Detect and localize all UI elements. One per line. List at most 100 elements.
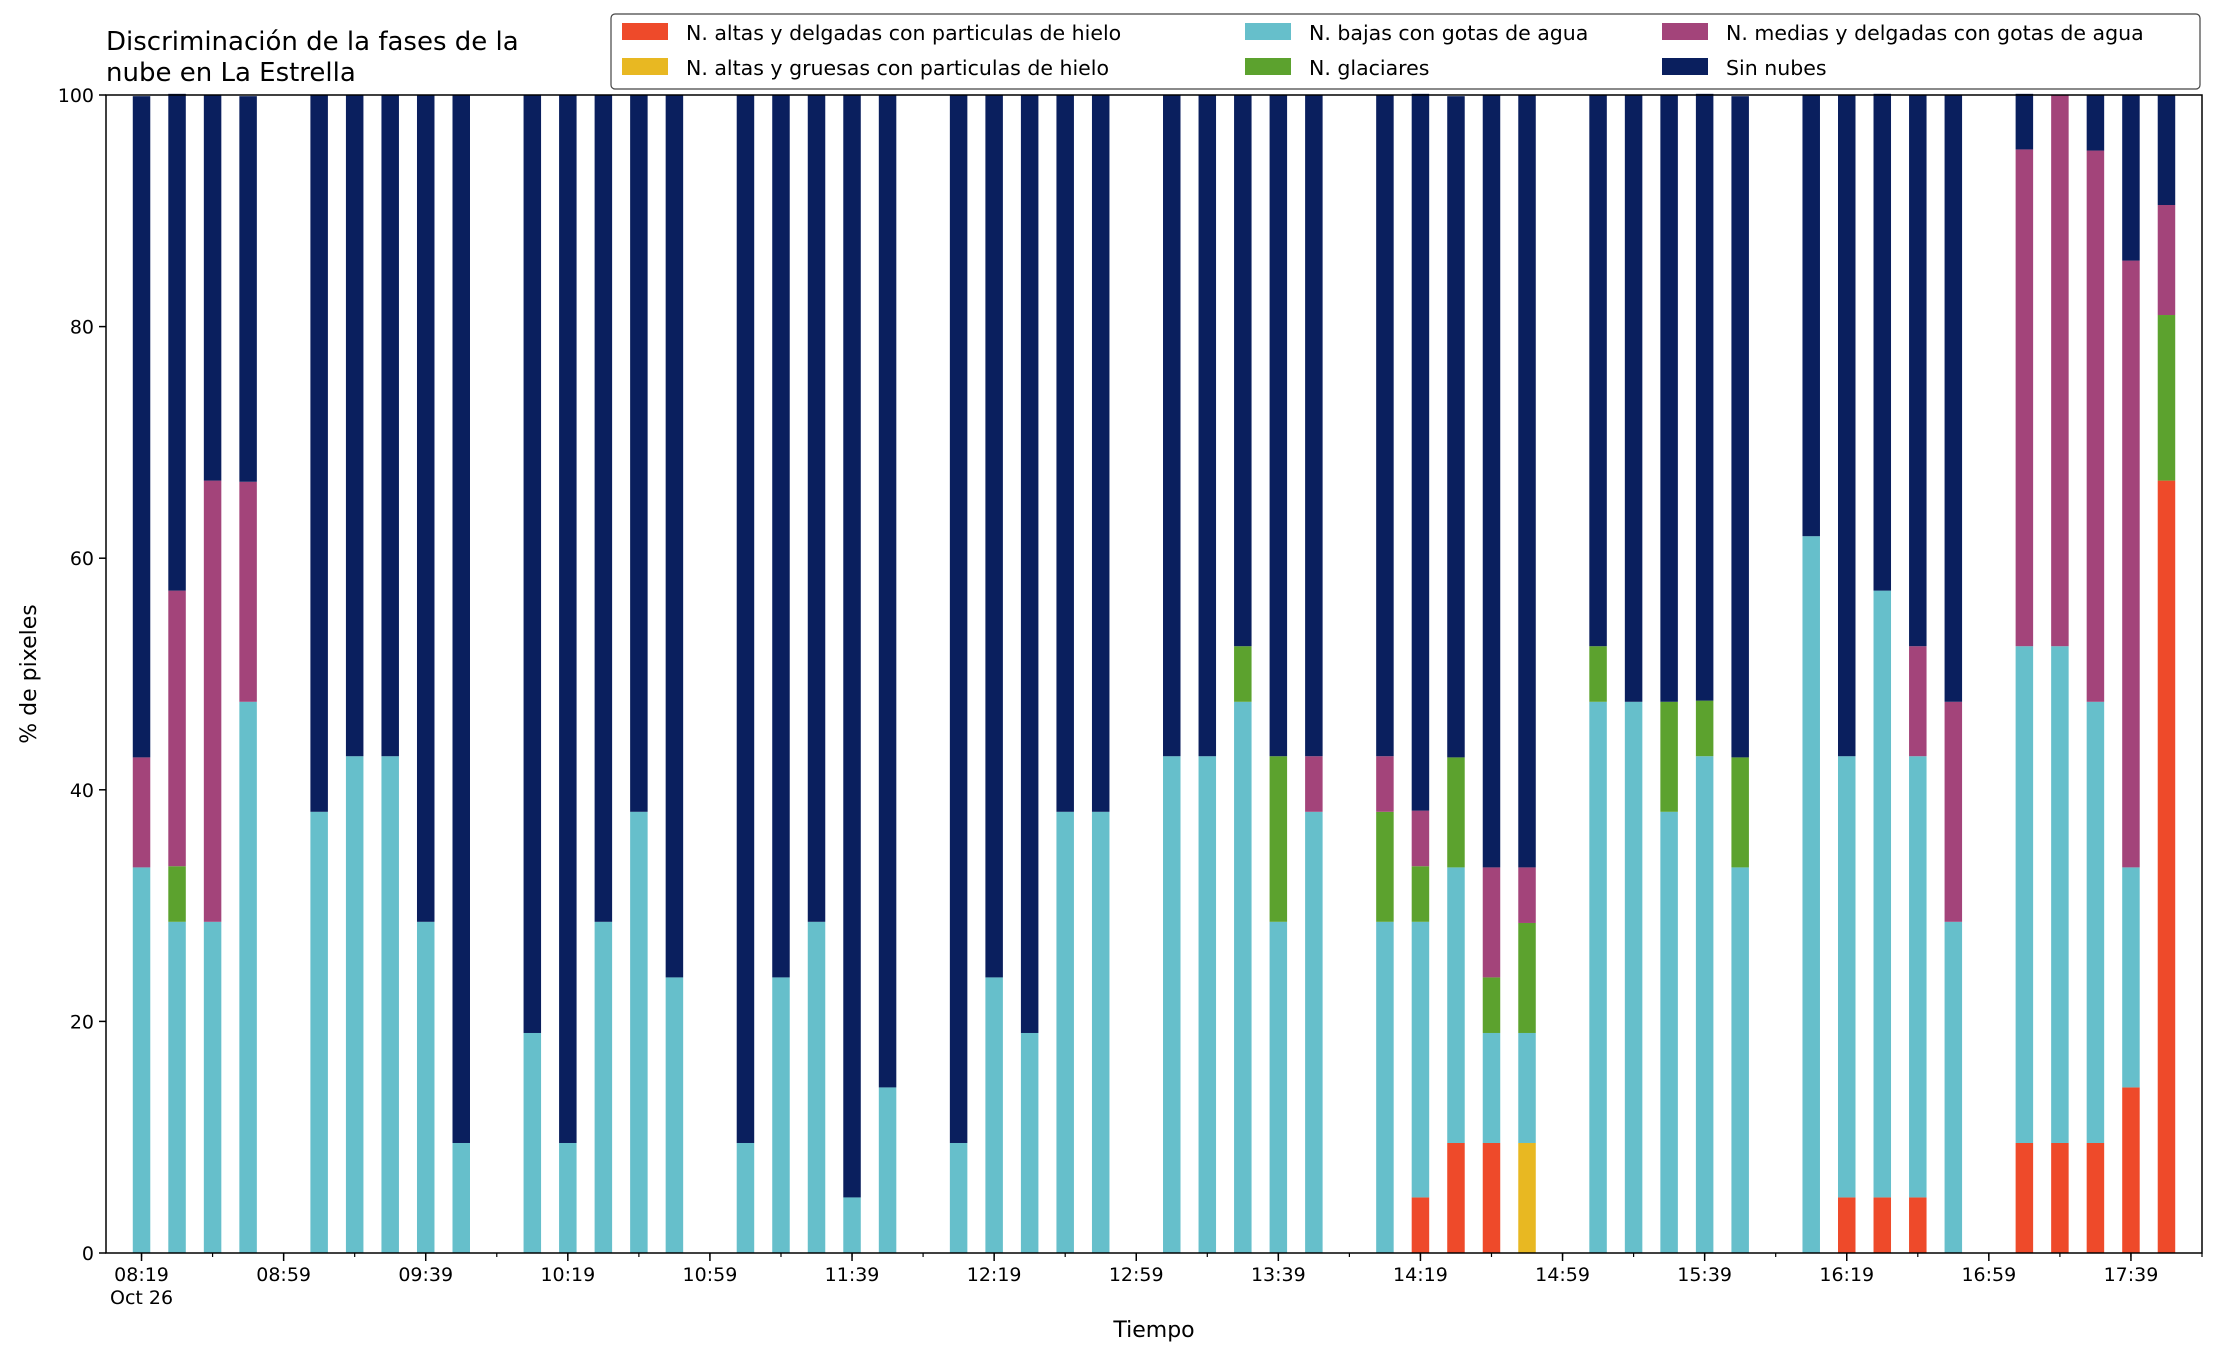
y-tick-label: 80 (70, 317, 94, 339)
bar-segment-3-1639 (1909, 756, 1927, 1198)
y-tick-label: 60 (70, 548, 94, 570)
y-tick-label: 100 (58, 85, 94, 107)
bar-segment-4-1409 (1376, 811, 1394, 922)
bar-segment-6-1049 (665, 95, 684, 978)
bar-segment-4-1429 (1447, 757, 1465, 868)
bar-segment-6-0939 (416, 95, 435, 922)
legend-swatch (1662, 58, 1708, 75)
bar-segment-6-1519 (1624, 95, 1643, 702)
bar-segment-3-1719 (2051, 646, 2069, 1143)
bar-segment-6-1239 (1056, 95, 1074, 812)
bar-segment-3-1149 (878, 1087, 897, 1253)
bar-segment-6-1529 (1660, 95, 1678, 702)
bar-segment-6-1739 (2122, 95, 2140, 261)
bar-segment-3-1019 (559, 1142, 577, 1253)
bar-segment-6-1539 (1695, 93, 1714, 701)
bar-segment-6-1319 (1198, 95, 1217, 757)
bar-segment-1-1629 (1873, 1197, 1892, 1253)
bar-segment-4-1539 (1695, 700, 1714, 757)
bar-segment-5-1749 (2157, 205, 2176, 316)
bar-segment-3-1419 (1411, 921, 1430, 1198)
bar-segment-3-1619 (1838, 756, 1856, 1198)
bar-segment-6-1729 (2086, 95, 2105, 151)
x-tick-label: 11:39 (825, 1264, 880, 1286)
bar-segment-3-1229 (1020, 1032, 1039, 1253)
bar-segment-6-1009 (523, 95, 542, 1033)
legend: N. altas y delgadas con particulas de hi… (610, 13, 2201, 90)
legend-swatch (622, 23, 668, 40)
bar-segment-6-1439 (1482, 95, 1501, 868)
bar-segment-6-0919 (345, 95, 364, 757)
bar-segment-6-1119 (772, 95, 790, 978)
bar-segment-6-1649 (1944, 95, 1963, 702)
x-tick-label: 08:59 (256, 1264, 311, 1286)
y-axis: 0 20 40 60 80 100 (58, 85, 106, 1265)
bar-segment-6-1139 (843, 95, 861, 1198)
bar-segment-3-1139 (843, 1197, 861, 1253)
legend-label: N. glaciares (1309, 56, 1429, 80)
x-tick-label: 15:39 (1677, 1264, 1732, 1286)
bar-segment-4-1549 (1731, 757, 1749, 868)
bar-segment-3-1319 (1198, 756, 1217, 1253)
chart-title-line: nube en La Estrella (106, 58, 356, 88)
bar-segment-3-1509 (1589, 701, 1607, 1253)
bar-segment-6-1249 (1091, 95, 1110, 812)
bar-segment-3-1239 (1056, 811, 1074, 1253)
bar-segment-3-1119 (772, 977, 790, 1253)
bar-segment-5-0819 (132, 757, 151, 868)
bar-segment-3-0929 (381, 756, 399, 1253)
legend-label: N. bajas con gotas de agua (1309, 21, 1588, 45)
bar-segment-6-1429 (1447, 96, 1465, 758)
bar-segment-4-1749 (2157, 315, 2176, 481)
bar-segment-6-1209 (949, 95, 968, 1143)
x-tick-sublabel: Oct 26 (110, 1287, 173, 1309)
bars-group (132, 93, 2176, 1253)
bar-segment-3-1209 (949, 1142, 968, 1253)
x-tick-label: 14:59 (1535, 1264, 1590, 1286)
y-tick-label: 40 (70, 780, 94, 802)
bar-segment-3-0949 (452, 1142, 470, 1253)
legend-label: N. altas y delgadas con particulas de hi… (686, 21, 1121, 45)
bar-segment-6-1219 (985, 95, 1003, 978)
bar-segment-6-1339 (1269, 95, 1288, 757)
bar-segment-3-1009 (523, 1032, 542, 1253)
bar-segment-3-1129 (807, 921, 826, 1253)
bar-segment-6-1309 (1163, 95, 1181, 757)
y-tick-label: 20 (70, 1011, 94, 1033)
bar-segment-6-0819 (132, 96, 151, 758)
bar-segment-4-1419 (1411, 866, 1430, 922)
chart-title-line: Discriminación de la fases de la (106, 27, 519, 57)
bar-segment-3-0909 (310, 811, 328, 1253)
bar-segment-6-0839 (203, 95, 222, 481)
bar-segment-6-1609 (1802, 95, 1820, 537)
bar-segment-3-1219 (985, 977, 1003, 1253)
bar-segment-3-1029 (594, 921, 613, 1253)
bar-segment-2-1449 (1518, 1142, 1536, 1253)
bar-segment-6-1329 (1234, 95, 1252, 647)
bar-segment-6-1629 (1873, 93, 1892, 591)
bar-segment-3-1649 (1944, 921, 1963, 1253)
bar-segment-5-0829 (168, 590, 186, 867)
bar-segment-6-0909 (310, 95, 328, 812)
bar-segment-3-1539 (1695, 756, 1714, 1253)
bar-segment-5-1719 (2051, 95, 2069, 647)
bar-segment-3-1519 (1624, 701, 1643, 1253)
bar-segment-1-1709 (2015, 1142, 2034, 1253)
bar-segment-3-1449 (1518, 1032, 1536, 1143)
bar-segment-5-1349 (1305, 756, 1323, 812)
bar-segment-1-1619 (1838, 1197, 1856, 1253)
legend-swatch (1245, 23, 1291, 40)
legend-label: Sin nubes (1726, 56, 1827, 80)
bar-segment-5-1449 (1518, 867, 1536, 923)
legend-swatch (1245, 58, 1291, 75)
bar-segment-3-0939 (416, 921, 435, 1253)
bar-segment-6-1129 (807, 95, 826, 922)
bar-segment-6-1509 (1589, 95, 1607, 647)
bar-segment-3-1629 (1873, 590, 1892, 1198)
bar-segment-4-1509 (1589, 646, 1607, 702)
bar-segment-6-0949 (452, 95, 470, 1143)
bar-segment-1-1739 (2122, 1087, 2140, 1253)
bar-segment-3-1729 (2086, 701, 2105, 1143)
